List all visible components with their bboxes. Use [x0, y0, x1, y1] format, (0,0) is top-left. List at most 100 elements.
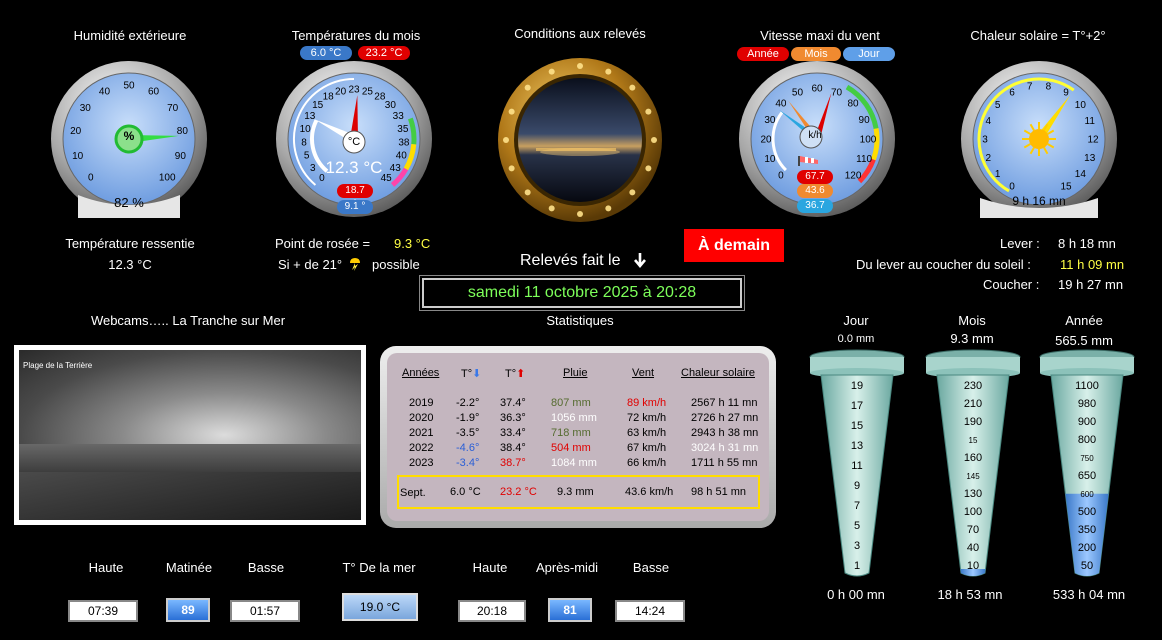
rain-scale-label: 500	[1078, 506, 1096, 518]
tide-morning-coef: 89	[166, 598, 210, 622]
gauge-tick-label: 60	[811, 84, 823, 95]
gauge-tick-label: 8	[301, 137, 307, 148]
rain-scale-label: 600	[1080, 490, 1094, 499]
gauge-tick-label: 120	[845, 171, 862, 182]
gauge-tick-label: 0	[88, 173, 94, 184]
wind-month-badge: 43.6	[797, 184, 833, 198]
gauge-tick-label: 10	[764, 154, 776, 165]
rain-scale-label: 800	[1078, 434, 1096, 446]
wind-title: Vitesse maxi du vent	[760, 28, 880, 43]
stats-month-tmax: 23.2 °C	[500, 486, 537, 498]
storm-icon	[350, 258, 360, 271]
temperature-unit: °C	[347, 136, 361, 148]
temp-high-badge: 18.7 °	[337, 184, 373, 210]
rain-day-time: 0 h 00 mn	[827, 587, 885, 602]
wind-unit: k/h	[808, 130, 822, 141]
rain-scale-label: 350	[1078, 524, 1096, 536]
gauge-tick-label: 40	[396, 151, 408, 162]
gauge-tick-label: 90	[859, 115, 871, 126]
temp-month-title: Températures du mois	[291, 28, 421, 43]
gauge-tick-label: 45	[381, 173, 393, 184]
gauge-tick-label: 10	[1075, 100, 1087, 111]
wind-day-label: Jour	[843, 47, 895, 61]
rain-scale-label: 3	[854, 540, 860, 552]
tide-afternoon-high-label: Haute	[472, 560, 508, 575]
storm-prefix: Si + de 21°	[278, 257, 343, 272]
porthole-image[interactable]	[496, 56, 664, 224]
arrow-down-icon	[634, 253, 646, 269]
stats-cell-tmax: 36.3°	[500, 412, 526, 424]
stats-cell-tmin: -1.9°	[456, 412, 480, 424]
gauge-tick-label: 9	[1063, 88, 1069, 99]
gauge-tick-label: 50	[123, 81, 135, 92]
rain-scale-label: 210	[964, 398, 982, 410]
webcam-frame[interactable]: Plage de la Terrière	[14, 345, 366, 525]
gauge-tick-label: 33	[393, 111, 405, 122]
humidity-unit: %	[123, 129, 135, 143]
rain-month-label: Mois	[958, 313, 986, 328]
rain-month-value: 9.3 mm	[950, 331, 994, 346]
sunset-value: 19 h 27 mn	[1058, 277, 1124, 292]
gauge-tick-label: 15	[312, 100, 324, 111]
reading-label: Relevés fait le	[520, 252, 621, 269]
sun-duration-label: Du lever au coucher du soleil :	[856, 257, 1031, 272]
stats-header-solar: Chaleur solaire	[681, 367, 755, 379]
gauge-tick-label: 40	[775, 98, 787, 109]
stats-cell-year: 2019	[409, 397, 434, 409]
stats-month-row: Sept. 6.0 °C 23.2 °C 9.3 mm 43.6 km/h 98…	[397, 475, 760, 509]
rain-gauge-year: 1100 980 900 800 750 650 600 500 350 200 50	[1039, 349, 1135, 577]
gauge-tick-label: 43	[390, 163, 402, 174]
tide-morning-low-label: Basse	[247, 560, 285, 575]
gauge-tick-label: 50	[792, 87, 804, 98]
temperature-current: 12.3 °C	[325, 158, 383, 177]
stats-cell-tmin: -3.5°	[456, 427, 480, 439]
stats-header-tmax: T°	[505, 368, 517, 380]
wind-month-label: Mois	[791, 47, 841, 61]
rain-scale-label: 980	[1078, 398, 1096, 410]
gauge-tick-label: 60	[148, 86, 160, 97]
rain-gauge-month: 230 210 190 15 160 145 130 100 70 40 10	[925, 349, 1021, 577]
solar-value: 9 h 16 mn	[1012, 194, 1066, 208]
gauge-tick-label: 25	[362, 86, 374, 97]
gauge-tick-label: 13	[1084, 153, 1096, 164]
humidity-title: Humidité extérieure	[73, 28, 187, 43]
tide-morning-high-label: Haute	[88, 560, 124, 575]
gauge-tick-label: 10	[300, 124, 312, 135]
sun-icon	[1022, 122, 1056, 156]
stats-cell-tmax: 33.4°	[500, 427, 526, 439]
gauge-tick-label: 11	[1085, 116, 1096, 127]
sea-temp-value: 19.0 °C	[342, 593, 418, 621]
wind-year-label: Année	[737, 47, 789, 61]
webcam-title: Webcams….. La Tranche sur Mer	[90, 313, 286, 328]
rain-gauge-day: 19 17 15 13 11 9 7 5 3 1	[809, 349, 905, 577]
gauge-tick-label: 90	[175, 151, 187, 162]
stats-cell-year: 2023	[409, 457, 434, 469]
stats-month-tmin: 6.0 °C	[450, 486, 481, 498]
stats-header-rain: Pluie	[563, 367, 588, 379]
rain-scale-label: 15	[851, 420, 863, 432]
gauge-tick-label: 30	[764, 115, 776, 126]
rain-scale-label: 100	[964, 506, 982, 518]
rain-day-label: Jour	[843, 313, 869, 328]
tide-morning-low: 01:57	[230, 600, 300, 622]
stats-month-label: Sept.	[400, 487, 426, 499]
reading-date: samedi 11 octobre 2025 à 20:28	[467, 284, 697, 301]
dew-point-label: Point de rosée =	[275, 236, 371, 251]
felt-temp-label: Température ressentie	[65, 236, 195, 251]
gauge-tick-label: 70	[167, 103, 179, 114]
rain-day-value: 0.0 mm	[837, 333, 875, 345]
temp-max-badge: 23.2 °C	[358, 46, 410, 60]
rain-scale-label: 200	[1078, 542, 1096, 554]
gauge-tick-label: 18	[323, 92, 335, 103]
windsock-icon	[798, 156, 818, 166]
stats-month-solar: 98 h 51 mn	[691, 486, 747, 498]
tide-afternoon-label: Après-midi	[535, 560, 599, 575]
tomorrow-button[interactable]: À demain	[684, 229, 784, 262]
gauge-tick-label: 6	[1009, 88, 1015, 99]
rain-month-time: 18 h 53 mn	[937, 587, 1003, 602]
stats-cell-tmin: -2.2°	[456, 397, 480, 409]
arrow-up-red-icon: ⬆	[516, 368, 526, 380]
stats-cell-year: 2022	[409, 442, 434, 454]
